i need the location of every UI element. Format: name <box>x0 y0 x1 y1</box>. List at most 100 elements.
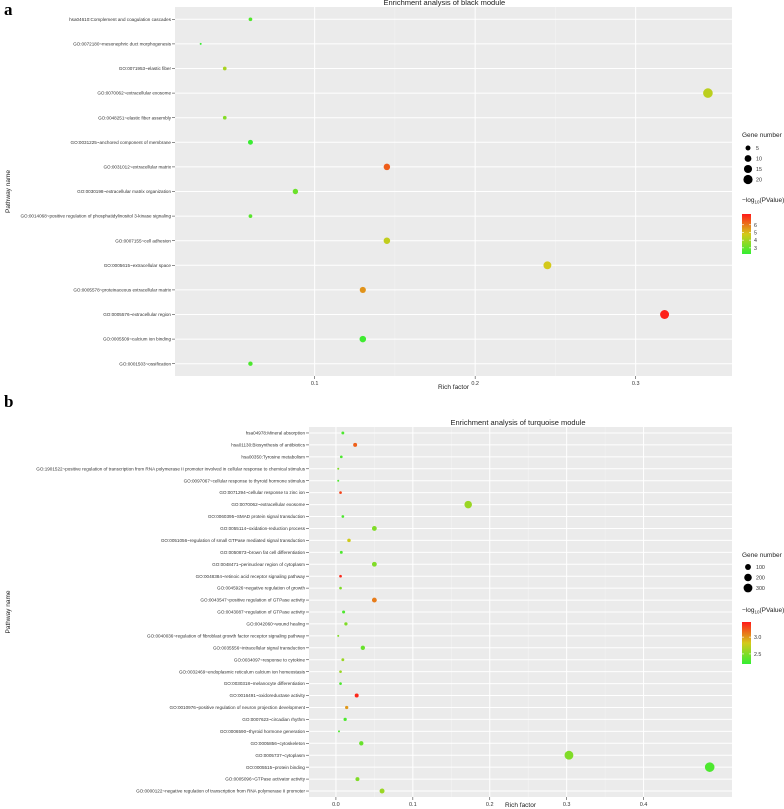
panel-a-data-point <box>222 115 227 120</box>
panel-a-data-point <box>660 310 670 319</box>
panel-a-data-point <box>222 66 227 71</box>
panel-b-pathway-label: GO:0005096~GTPase activator activity <box>225 777 305 782</box>
panel-b-x-tick-label: 0.3 <box>563 802 571 808</box>
panel-a-data-point <box>248 214 253 218</box>
panel-b-data-point <box>371 597 377 603</box>
panel-a-pathway-label: GO:0005576~extracellular region <box>103 312 171 317</box>
panel-a-pathway-label: GO:0007155~cell adhesion <box>115 238 171 243</box>
panel-b-data-point <box>339 455 343 459</box>
panel-b-size-legend-title: Gene number <box>742 552 783 559</box>
panel-a-pathway-label: GO:0031012~extracellular matrix <box>103 165 171 170</box>
panel-b-pathway-label: GO:0005737~cytoplasm <box>255 753 305 758</box>
panel-a-data-point <box>248 17 253 22</box>
panel-a-color-bar <box>742 214 751 254</box>
panel-a-data-point <box>247 139 253 145</box>
panel-b-data-point <box>353 442 358 447</box>
panel-b-x-axis-title: Rich factor <box>505 802 537 809</box>
panel-a-pathway-label: GO:0005578~proteinaceous extracellular m… <box>73 288 171 293</box>
panel-a-data-point <box>359 335 367 343</box>
panel-b-data-point <box>339 586 342 590</box>
panel-b-pathway-label: hsa00350:Tyrosine metabolism <box>241 454 305 459</box>
panel-b-pathway-label: GO:0043087~regulation of GTPase activity <box>217 610 305 615</box>
panel-b-data-point <box>339 670 342 674</box>
panel-b-pathway-label: hsa01130:Biosynthesis of antibiotics <box>231 443 305 448</box>
panel-b-data-point <box>343 717 347 722</box>
panel-b-color-bar-label: 3.0 <box>754 635 761 641</box>
panel-b-data-point <box>339 682 342 685</box>
panel-a-pathway-label: GO:0001503~ossification <box>119 361 171 366</box>
panel-b-data-point <box>355 777 360 782</box>
panel-b-pathway-label: GO:0010976~positive regulation of neuron… <box>170 705 306 710</box>
panel-b-color-bar <box>742 622 751 664</box>
panel-b-data-point <box>344 622 348 626</box>
panel-b-pathway-label: GO:0043547~positive regulation of GTPase… <box>200 598 305 603</box>
panel-a-pathway-label: GO:0048251~elastic fiber assembly <box>98 115 172 120</box>
panel-a-x-axis-title: Rich factor <box>438 384 470 391</box>
panel-a-data-point <box>383 163 391 171</box>
panel-a-x-tick-label: 0.2 <box>471 381 479 387</box>
panel-b-pathway-label: GO:0016491~oxidoreductase activity <box>230 693 306 698</box>
panel-b-data-point <box>339 550 343 554</box>
panel-a-black-module-chart: a Enrichment analysis of black module 0.1 0… <box>4 0 784 391</box>
panel-b-pathway-label: GO:0042060~wound healing <box>246 622 305 627</box>
panel-b-pathway-label: GO:0055114~oxidation-reduction process <box>220 526 306 531</box>
panel-b-pathway-label: GO:0048384~retinoic acid receptor signal… <box>196 574 306 579</box>
panel-a-pathway-label: GO:0072180~mesonephric duct morphogenesi… <box>73 42 172 47</box>
panel-b-data-point <box>360 645 366 650</box>
panel-b-turquoise-module-chart: b Enrichment analysis of turquoise module… <box>4 392 784 809</box>
panel-a-data-point <box>383 237 391 244</box>
panel-a-data-point <box>359 286 366 293</box>
panel-b-pathway-label: GO:0034097~response to cytokine <box>234 657 306 662</box>
panel-a-x-tick-label: 0.3 <box>632 381 640 387</box>
panel-b-pathway-label: GO:1901522~positive regulation of transc… <box>36 466 305 471</box>
panel-b-pathway-label: GO:0045926~negative regulation of growth <box>217 586 305 591</box>
panel-a-x-tick-label: 0.1 <box>311 381 319 387</box>
panel-a-pathway-label: GO:0070062~extracellular exosome <box>97 91 171 96</box>
panel-b-color-bar-label: 2.5 <box>754 652 761 658</box>
panel-b-pathway-label: GO:0030318~melanocyte differentiation <box>224 681 306 686</box>
panel-a-data-point <box>199 42 202 45</box>
panel-b-y-axis-title: Pathway name <box>5 590 12 633</box>
panel-b-data-point <box>337 634 340 637</box>
panel-a-size-legend-label: 5 <box>756 146 759 152</box>
panel-b-data-point <box>342 610 346 614</box>
panel-a-title: Enrichment analysis of black module <box>384 0 506 7</box>
panel-b-pathway-label: GO:0040036~regulation of fibroblast grow… <box>147 633 306 638</box>
panel-a-pathway-label: GO:0005615~extracellular space <box>104 263 172 268</box>
panel-b-pathway-label: GO:0007623~circadian rhythm <box>242 717 305 722</box>
panel-a-pathway-label: hsa04610:Complement and coagulation casc… <box>69 17 172 22</box>
panel-b-pathway-label: GO:0050873~brown fat cell differentiatio… <box>220 550 305 555</box>
panel-a-size-legend-title: Gene number <box>742 132 783 139</box>
panel-b-pathway-label: GO:0005515~protein binding <box>246 765 306 770</box>
panel-b-pathway-label: hsa04978:Mineral absorption <box>246 431 306 436</box>
panel-b-data-point <box>345 705 349 710</box>
panel-b-data-point <box>464 500 472 509</box>
panel-a-size-legend-key <box>743 164 753 174</box>
panel-b-pathway-label: GO:0035556~intracellular signal transduc… <box>213 645 306 650</box>
panel-a-size-legend-key <box>745 145 751 151</box>
panel-b-data-point <box>359 741 364 746</box>
panel-a-color-bar-label: 6 <box>754 223 757 229</box>
panel-b-data-point <box>341 431 345 435</box>
panel-a-data-point <box>703 88 713 98</box>
panel-b-pathway-label: GO:0051056~regulation of small GTPase me… <box>161 538 306 543</box>
panel-b-data-point <box>704 762 715 772</box>
panel-a-color-bar-label: 4 <box>754 238 757 244</box>
panel-b-data-point <box>354 693 359 698</box>
panel-a-pathway-label: GO:0031225~anchored component of membran… <box>71 140 172 145</box>
panel-b-x-tick-label: 0.2 <box>486 802 494 808</box>
panel-b-data-point <box>564 750 574 760</box>
panel-b-x-tick-label: 0.1 <box>409 802 417 808</box>
panel-b-data-point <box>337 479 340 482</box>
panel-a-data-point <box>292 188 299 195</box>
panel-b-pathway-label: GO:0006590~thyroid hormone generation <box>220 729 306 734</box>
panel-b-pathway-label: GO:0071294~cellular response to zinc ion <box>219 490 305 495</box>
panel-b-data-point <box>379 788 385 794</box>
panel-b-pathway-label: GO:0005856~cytoskeleton <box>250 741 305 746</box>
panel-b-data-point <box>337 730 340 733</box>
panel-b-data-point <box>337 467 340 470</box>
panel-a-size-legend-label: 15 <box>756 167 762 173</box>
panel-b-size-legend-label: 200 <box>756 576 765 582</box>
panel-a-size-legend-label: 10 <box>756 157 762 163</box>
